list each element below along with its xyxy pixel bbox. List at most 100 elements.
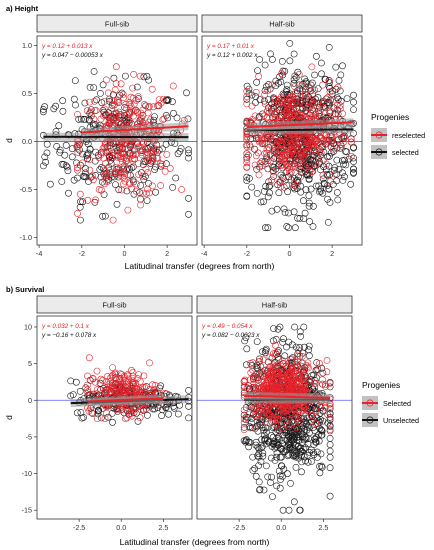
data-point-other xyxy=(77,409,85,416)
data-point-selected xyxy=(86,166,94,174)
data-point-selected xyxy=(301,371,309,379)
data-point-selected xyxy=(317,149,325,157)
data-point-selected xyxy=(93,415,101,422)
data-point-other xyxy=(86,84,94,91)
data-point-selected xyxy=(315,145,322,153)
data-point-selected xyxy=(114,387,122,395)
data-point-selected xyxy=(258,140,266,148)
data-point-selected xyxy=(326,177,334,185)
data-point-other xyxy=(303,171,311,179)
data-point-other xyxy=(339,169,346,177)
data-point-selected xyxy=(122,100,130,108)
data-point-selected xyxy=(97,151,105,158)
data-point-other xyxy=(300,445,308,453)
data-point-selected xyxy=(134,109,142,117)
data-point-other xyxy=(248,183,256,191)
data-point-other xyxy=(326,383,334,391)
data-point-other xyxy=(78,414,86,422)
data-point-selected xyxy=(261,100,269,108)
data-point-other xyxy=(268,207,276,215)
legend: Progenies Selected Unselected xyxy=(362,380,419,427)
data-point-selected xyxy=(255,171,263,179)
data-point-selected xyxy=(286,371,294,378)
data-point-other xyxy=(297,332,305,340)
data-point-other xyxy=(324,172,331,179)
data-point-selected xyxy=(262,366,269,374)
data-point-selected xyxy=(298,81,306,89)
data-point-other xyxy=(65,189,72,197)
data-point-other xyxy=(90,68,98,75)
data-point-other xyxy=(262,428,270,436)
x-tick-label: 2.5 xyxy=(318,523,328,532)
data-point-selected xyxy=(308,96,315,103)
data-point-selected xyxy=(149,156,157,164)
data-point-other xyxy=(313,453,321,461)
data-point-selected xyxy=(120,180,127,188)
data-point-selected xyxy=(86,390,93,398)
data-point-selected xyxy=(129,155,137,163)
data-point-selected xyxy=(282,379,290,387)
data-point-selected xyxy=(254,136,262,144)
data-point-selected xyxy=(312,160,320,168)
data-point-selected xyxy=(270,94,278,102)
data-point-other xyxy=(291,72,299,80)
data-point-other xyxy=(62,162,70,169)
data-point-other xyxy=(154,404,162,411)
data-point-other xyxy=(270,441,278,448)
data-point-other xyxy=(260,486,268,494)
data-point-other xyxy=(286,444,294,452)
data-point-other xyxy=(319,98,327,106)
data-point-selected xyxy=(324,138,332,146)
data-point-other xyxy=(256,485,264,493)
data-point-other xyxy=(275,433,282,441)
data-point-selected xyxy=(276,361,284,368)
data-point-selected xyxy=(326,379,334,387)
chart-b-title: b) Survival xyxy=(6,285,44,294)
legend-key-point xyxy=(375,148,383,156)
data-point-other xyxy=(270,163,278,171)
data-point-selected xyxy=(258,137,265,144)
data-point-other xyxy=(350,106,357,113)
data-point-selected xyxy=(123,157,131,164)
data-point-other xyxy=(272,77,280,85)
data-point-other xyxy=(272,82,280,89)
data-point-selected xyxy=(129,147,137,155)
data-point-selected xyxy=(278,70,285,77)
data-point-other xyxy=(143,411,151,419)
data-point-other xyxy=(40,108,47,116)
data-point-other xyxy=(350,154,357,162)
data-point-selected xyxy=(123,111,131,119)
data-point-selected xyxy=(308,63,316,71)
data-point-selected xyxy=(87,108,95,116)
data-point-selected xyxy=(312,420,319,428)
data-point-other xyxy=(286,57,294,65)
data-point-selected xyxy=(329,137,336,145)
data-point-selected xyxy=(150,386,158,394)
data-point-other xyxy=(292,449,300,457)
data-point-other xyxy=(87,173,95,181)
data-point-selected xyxy=(112,168,120,176)
data-point-selected xyxy=(296,173,304,181)
data-point-other xyxy=(170,109,177,117)
data-point-selected xyxy=(101,383,109,391)
data-point-selected xyxy=(101,172,108,180)
data-point-selected xyxy=(319,81,326,89)
data-point-selected xyxy=(76,190,84,198)
data-point-other xyxy=(330,166,338,174)
data-point-selected xyxy=(160,115,168,123)
panel-bg xyxy=(37,316,192,519)
data-point-selected xyxy=(118,387,126,394)
data-point-other xyxy=(259,348,266,355)
data-point-other xyxy=(185,194,192,202)
data-point-selected xyxy=(310,379,318,387)
data-point-selected xyxy=(273,415,281,423)
data-point-selected xyxy=(319,100,327,108)
data-point-selected xyxy=(287,355,295,362)
data-point-selected xyxy=(74,166,81,174)
data-point-selected xyxy=(260,410,268,418)
data-point-selected xyxy=(92,196,99,204)
data-point-selected xyxy=(263,149,270,157)
legend: Progenies reselected selected xyxy=(371,112,425,159)
data-point-other xyxy=(41,153,49,161)
data-point-other xyxy=(290,208,298,216)
